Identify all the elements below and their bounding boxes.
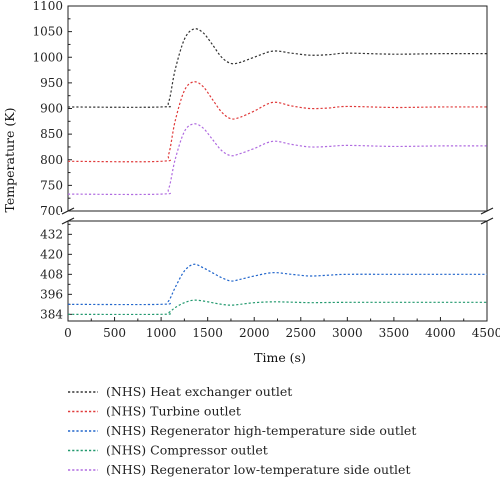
x-axis-title: Time (s) [254,350,306,365]
upper-y-tick-label: 1100 [32,0,63,13]
upper-y-tick-label: 750 [40,178,63,192]
legend-label-3: (NHS) Regenerator high-temperature side … [106,423,416,438]
lower-y-tick-label: 432 [40,227,63,241]
x-tick-label: 3000 [332,326,363,340]
axis-break-gap-left [60,212,76,220]
upper-y-tick-label: 850 [40,127,63,141]
upper-y-tick-label: 950 [40,76,63,90]
upper-plot-panel: 700 750 800 850 900 950 1000 1050 1100 [32,0,488,218]
axis-break-mark-right [480,217,494,225]
series-line-1 [67,28,488,108]
series-line-4 [67,299,487,316]
legend: (NHS) Heat exchanger outlet (NHS) Turbine… [68,384,416,477]
lower-y-tick-label: 384 [40,307,63,321]
x-tick-label: 1000 [146,326,177,340]
upper-y-tick-label: 1050 [32,25,63,39]
x-tick-label: 4500 [472,326,500,340]
series-line-5 [67,123,488,196]
legend-label-5: (NHS) Regenerator low-temperature side o… [106,462,410,477]
axis-break-mark-left [61,207,75,215]
lower-y-tick-label: 408 [40,267,63,281]
axis-break-mark-left [61,217,75,225]
upper-y-tick-label: 800 [40,153,63,167]
upper-y-tick-label: 1000 [32,50,63,64]
x-tick-label: 2000 [239,326,270,340]
x-tick-label: 500 [103,326,126,340]
x-tick-label: 3500 [379,326,410,340]
y-axis-title: Temperature (K) [2,108,17,213]
axis-break-marks [60,207,495,225]
x-tick-label: 0 [64,326,72,340]
x-tick-label: 1500 [192,326,223,340]
x-tick-label: 2500 [286,326,317,340]
axis-break-gap-right [479,212,495,220]
lower-y-tick-label: 396 [40,287,63,301]
upper-y-tick-label: 700 [40,204,63,218]
axis-break-mark-right [480,207,494,215]
x-tick-label: 4000 [425,326,456,340]
legend-label-1: (NHS) Heat exchanger outlet [106,384,292,399]
legend-label-4: (NHS) Compressor outlet [106,443,268,458]
series-layer [67,28,488,316]
lower-y-tick-label: 420 [40,247,63,261]
upper-y-tick-label: 900 [40,102,63,116]
legend-label-2: (NHS) Turbine outlet [106,404,241,419]
series-line-2 [67,81,488,163]
lower-plot-panel: 384 396 408 420 432 0 500 1000 1500 2000 2500 3000 3… [40,220,500,340]
